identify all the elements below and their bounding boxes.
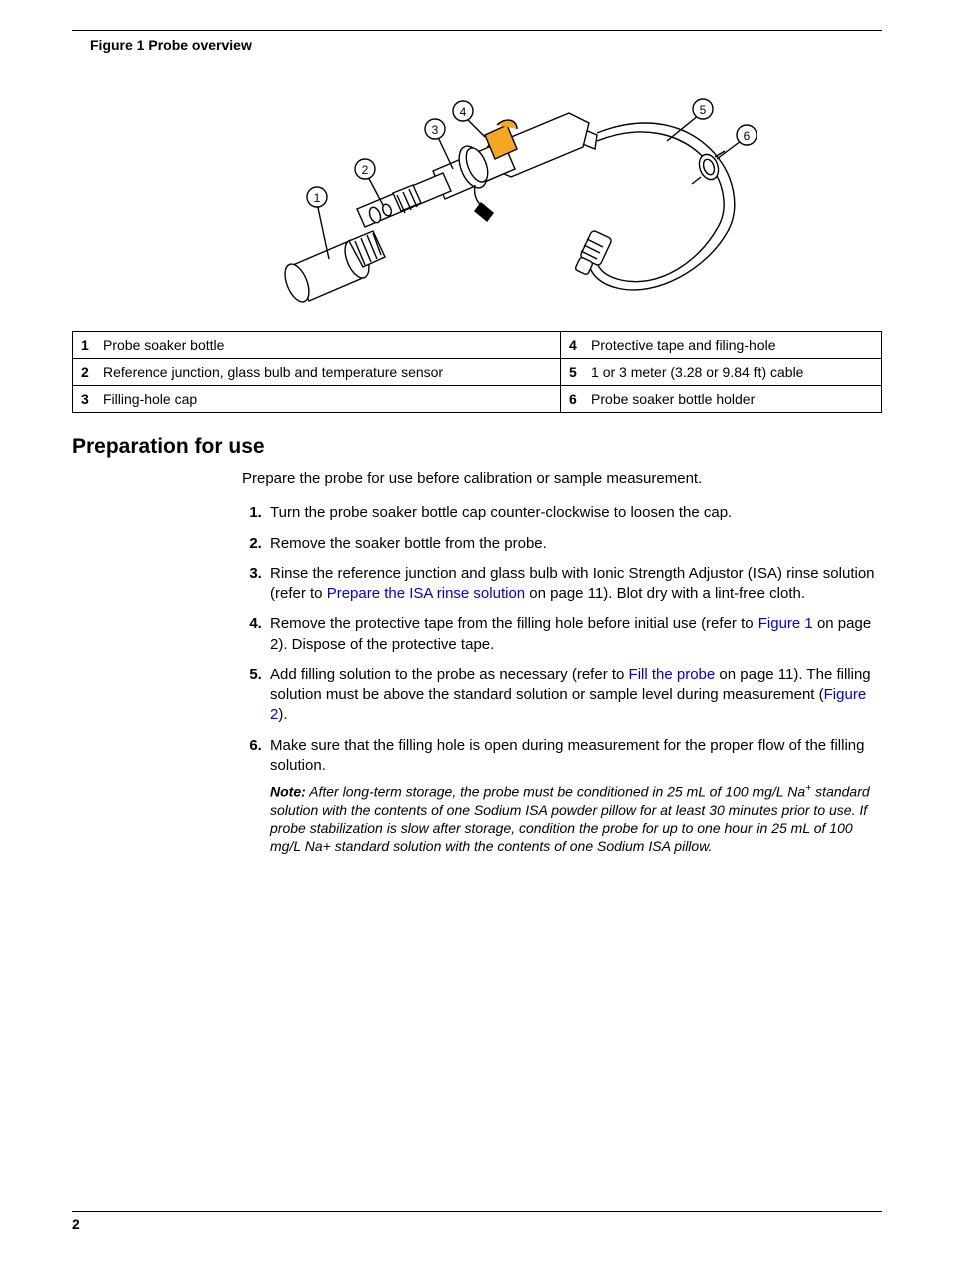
steps-list: Turn the probe soaker bottle cap counter… [242,503,882,855]
callout-3: 3 [432,123,439,137]
legend-num: 1 [73,332,100,359]
legend-text: Probe soaker bottle [99,332,561,359]
step-text: on page 11). Blot dry with a lint-free c… [525,585,805,602]
page-number: 2 [72,1216,80,1232]
step-text: Make sure that the filling hole is open … [270,737,865,774]
page-footer: 2 [72,1211,882,1234]
section-body: Prepare the probe for use before calibra… [242,469,882,855]
note-block: Note: After long-term storage, the probe… [270,782,882,855]
step-text: Remove the soaker bottle from the probe. [270,535,547,552]
step-text: ). [278,706,287,723]
list-item: Remove the soaker bottle from the probe. [266,534,882,554]
legend-table: 1 Probe soaker bottle 4 Protective tape … [72,331,882,413]
callout-2: 2 [362,163,369,177]
callout-6: 6 [744,129,751,143]
step-text: Remove the protective tape from the fill… [270,615,758,632]
legend-num: 2 [73,359,100,386]
legend-text: Reference junction, glass bulb and tempe… [99,359,561,386]
footer-rule [72,1211,882,1212]
table-row: 1 Probe soaker bottle 4 Protective tape … [73,332,882,359]
table-row: 2 Reference junction, glass bulb and tem… [73,359,882,386]
step-text: Turn the probe soaker bottle cap counter… [270,504,732,521]
intro-text: Prepare the probe for use before calibra… [242,469,882,489]
legend-num: 4 [561,332,588,359]
legend-num: 5 [561,359,588,386]
note-label: Note: [270,784,306,800]
callout-4: 4 [460,105,467,119]
list-item: Rinse the reference junction and glass b… [266,564,882,605]
figure-diagram: 1 2 3 4 5 6 [72,63,882,313]
step-text: Add filling solution to the probe as nec… [270,666,629,683]
figure-label: Figure 1 [90,37,144,53]
note-text: After long-term storage, the probe must … [306,784,805,800]
legend-text: Probe soaker bottle holder [587,386,881,413]
legend-text: Filling-hole cap [99,386,561,413]
list-item: Turn the probe soaker bottle cap counter… [266,503,882,523]
list-item: Remove the protective tape from the fill… [266,614,882,655]
link-figure-1[interactable]: Figure 1 [758,615,813,632]
legend-text: 1 or 3 meter (3.28 or 9.84 ft) cable [587,359,881,386]
callout-5: 5 [700,103,707,117]
list-item: Add filling solution to the probe as nec… [266,665,882,726]
document-page: Figure 1 Probe overview [0,0,954,1270]
figure-title: Probe overview [144,37,251,53]
callout-1: 1 [314,191,321,205]
legend-num: 6 [561,386,588,413]
legend-text: Protective tape and filing-hole [587,332,881,359]
list-item: Make sure that the filling hole is open … [266,736,882,856]
link-prepare-isa[interactable]: Prepare the ISA rinse solution [327,585,525,602]
link-fill-probe[interactable]: Fill the probe [629,666,716,683]
figure-caption: Figure 1 Probe overview [90,37,882,53]
legend-num: 3 [73,386,100,413]
probe-overview-svg: 1 2 3 4 5 6 [197,63,757,308]
section-heading: Preparation for use [72,435,882,459]
table-row: 3 Filling-hole cap 6 Probe soaker bottle… [73,386,882,413]
top-rule [72,30,882,31]
